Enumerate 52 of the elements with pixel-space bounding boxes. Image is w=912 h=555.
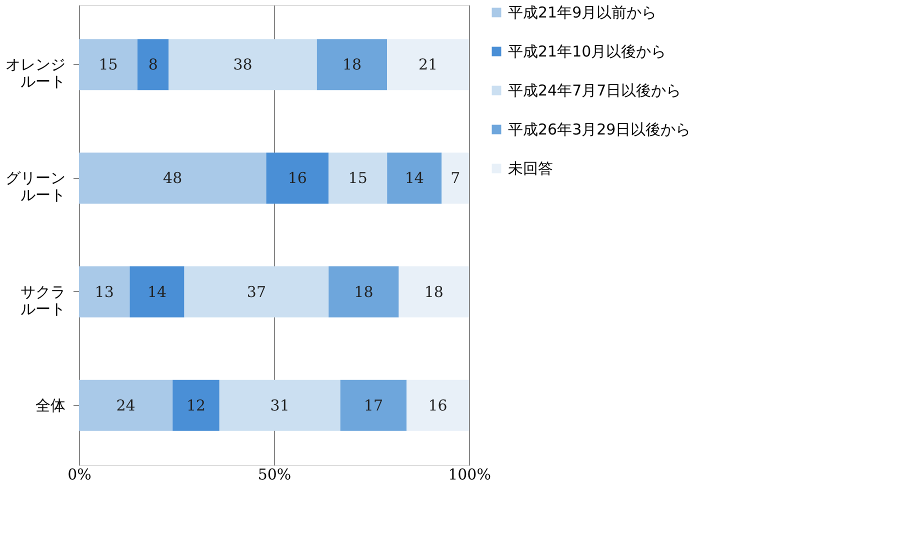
x-tick-label: 0%	[68, 466, 92, 484]
data-label: 16	[288, 169, 307, 188]
data-label: 18	[424, 282, 444, 301]
legend-label: 平成26年3月29日以後から	[508, 120, 691, 138]
data-label: 31	[270, 396, 290, 414]
data-label: 16	[428, 396, 448, 414]
data-label: 8	[148, 56, 158, 74]
data-label: 24	[116, 396, 136, 414]
data-label: 14	[404, 169, 424, 188]
legend-label: 未回答	[508, 160, 553, 178]
x-tick-label: 100%	[448, 466, 491, 484]
bar	[398, 266, 469, 318]
bar	[79, 39, 138, 90]
y-tick-label: 全体	[36, 396, 66, 414]
bar	[79, 380, 173, 431]
data-label: 17	[364, 396, 383, 414]
data-label: 15	[98, 56, 118, 74]
bar	[79, 152, 266, 204]
data-label: 21	[418, 56, 438, 74]
legend-label: 平成24年7月7日以後から	[508, 82, 682, 100]
data-label: 15	[348, 169, 368, 188]
bar	[130, 266, 184, 318]
bar	[184, 266, 329, 318]
bar	[172, 380, 220, 431]
data-label: 18	[342, 56, 362, 74]
data-label: 18	[354, 282, 374, 301]
legend-label: 平成21年9月以前から	[508, 4, 657, 22]
bar	[79, 266, 130, 318]
data-label: 12	[186, 396, 206, 414]
bar	[340, 380, 407, 431]
bar	[219, 380, 340, 431]
y-tick-label: オレンジルート	[6, 56, 66, 91]
bar	[387, 152, 442, 204]
bar	[328, 152, 388, 204]
bar	[328, 266, 399, 318]
y-tick-label: グリーンルート	[6, 169, 66, 204]
bar	[387, 39, 469, 90]
data-label: 38	[233, 56, 252, 74]
bar	[316, 39, 388, 90]
data-label: 37	[246, 282, 266, 301]
bar	[406, 380, 469, 431]
legend-label: 平成21年10月以後から	[508, 42, 666, 60]
data-label: 7	[450, 169, 460, 188]
bar	[266, 152, 329, 204]
data-label: 13	[94, 282, 114, 301]
bar	[168, 39, 317, 90]
data-label: 48	[163, 169, 182, 188]
data-label: 14	[147, 282, 167, 301]
x-tick-label: 50%	[258, 466, 292, 484]
bar	[442, 152, 469, 204]
y-tick-label: サクラルート	[20, 282, 66, 318]
bar	[138, 39, 169, 90]
